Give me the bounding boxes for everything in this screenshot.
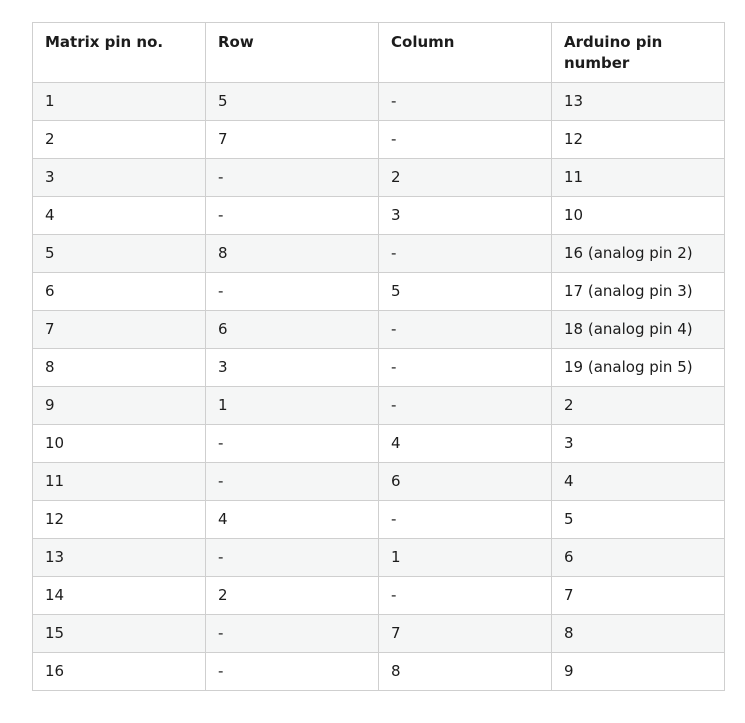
header-row: Matrix pin no. Row Column Arduino pin nu… <box>32 22 725 83</box>
cell-arduino-pin: 5 <box>551 500 725 539</box>
cell-column: 1 <box>378 538 552 577</box>
table-row: 5 8-16 (analog pin 2) <box>32 234 725 273</box>
table-row: 6-5 17 (analog pin 3) <box>32 272 725 311</box>
table-row: 15-7 8 <box>32 614 725 653</box>
cell-matrix-pin: 12 <box>32 500 206 539</box>
cell-column: 4 <box>378 424 552 463</box>
cell-matrix-pin: 7 <box>32 310 206 349</box>
cell-row: 8 <box>205 234 379 273</box>
cell-column: - <box>378 386 552 425</box>
table-row: 1 5-13 <box>32 82 725 121</box>
table-row: 12 4-5 <box>32 500 725 539</box>
header-column: Column <box>378 22 552 83</box>
cell-arduino-pin: 6 <box>551 538 725 577</box>
cell-arduino-pin: 11 <box>551 158 725 197</box>
cell-arduino-pin: 18 (analog pin 4) <box>551 310 725 349</box>
cell-matrix-pin: 5 <box>32 234 206 273</box>
cell-column: - <box>378 310 552 349</box>
cell-row: - <box>205 424 379 463</box>
cell-matrix-pin: 1 <box>32 82 206 121</box>
cell-row: 2 <box>205 576 379 615</box>
cell-matrix-pin: 9 <box>32 386 206 425</box>
cell-column: - <box>378 120 552 159</box>
table-row: 13-1 6 <box>32 538 725 577</box>
cell-arduino-pin: 10 <box>551 196 725 235</box>
cell-column: 3 <box>378 196 552 235</box>
cell-arduino-pin: 7 <box>551 576 725 615</box>
cell-row: - <box>205 614 379 653</box>
cell-arduino-pin: 13 <box>551 82 725 121</box>
cell-column: 8 <box>378 652 552 691</box>
cell-row: 1 <box>205 386 379 425</box>
cell-arduino-pin: 4 <box>551 462 725 501</box>
cell-matrix-pin: 6 <box>32 272 206 311</box>
cell-arduino-pin: 8 <box>551 614 725 653</box>
cell-arduino-pin: 3 <box>551 424 725 463</box>
cell-matrix-pin: 4 <box>32 196 206 235</box>
table-row: 4-3 10 <box>32 196 725 235</box>
cell-matrix-pin: 11 <box>32 462 206 501</box>
cell-column: 7 <box>378 614 552 653</box>
cell-matrix-pin: 2 <box>32 120 206 159</box>
table-body: 1 5-13 2 7-12 3-2 11 4-3 10 5 8-16 (analog pin 2)… <box>32 82 725 691</box>
table-row: 16-8 9 <box>32 652 725 691</box>
table-row: 10-4 3 <box>32 424 725 463</box>
cell-row: - <box>205 196 379 235</box>
header-matrix-pin: Matrix pin no. <box>32 22 206 83</box>
cell-matrix-pin: 13 <box>32 538 206 577</box>
cell-row: - <box>205 158 379 197</box>
cell-column: - <box>378 500 552 539</box>
cell-column: - <box>378 576 552 615</box>
table-row: 8 3-19 (analog pin 5) <box>32 348 725 387</box>
cell-row: - <box>205 538 379 577</box>
cell-arduino-pin: 16 (analog pin 2) <box>551 234 725 273</box>
table-header: Matrix pin no. Row Column Arduino pin nu… <box>32 22 725 83</box>
cell-matrix-pin: 10 <box>32 424 206 463</box>
cell-matrix-pin: 14 <box>32 576 206 615</box>
pin-mapping-table: Matrix pin no. Row Column Arduino pin nu… <box>32 22 725 691</box>
cell-row: 6 <box>205 310 379 349</box>
table-row: 7 6-18 (analog pin 4) <box>32 310 725 349</box>
cell-column: - <box>378 234 552 273</box>
cell-row: - <box>205 652 379 691</box>
cell-column: 2 <box>378 158 552 197</box>
table-row: 11-6 4 <box>32 462 725 501</box>
cell-arduino-pin: 19 (analog pin 5) <box>551 348 725 387</box>
cell-matrix-pin: 3 <box>32 158 206 197</box>
table-row: 3-2 11 <box>32 158 725 197</box>
table-row: 2 7-12 <box>32 120 725 159</box>
cell-arduino-pin: 17 (analog pin 3) <box>551 272 725 311</box>
cell-arduino-pin: 9 <box>551 652 725 691</box>
cell-matrix-pin: 8 <box>32 348 206 387</box>
cell-row: 7 <box>205 120 379 159</box>
cell-arduino-pin: 12 <box>551 120 725 159</box>
cell-matrix-pin: 15 <box>32 614 206 653</box>
cell-row: - <box>205 462 379 501</box>
header-arduino-pin: Arduino pin number <box>551 22 725 83</box>
cell-column: - <box>378 82 552 121</box>
cell-column: 5 <box>378 272 552 311</box>
cell-row: 5 <box>205 82 379 121</box>
cell-column: - <box>378 348 552 387</box>
cell-matrix-pin: 16 <box>32 652 206 691</box>
header-row-col: Row <box>205 22 379 83</box>
cell-row: 3 <box>205 348 379 387</box>
cell-column: 6 <box>378 462 552 501</box>
table-row: 14 2-7 <box>32 576 725 615</box>
cell-row: - <box>205 272 379 311</box>
cell-row: 4 <box>205 500 379 539</box>
cell-arduino-pin: 2 <box>551 386 725 425</box>
